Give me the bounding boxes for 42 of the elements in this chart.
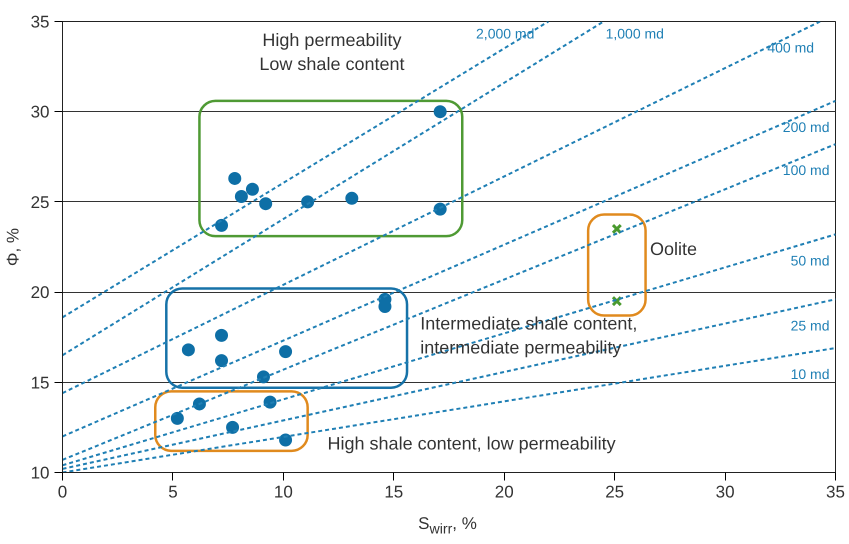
point: [345, 192, 358, 205]
point: [215, 328, 228, 342]
series-label: 200 md: [782, 118, 830, 135]
x-tick-label: 35: [826, 482, 845, 502]
point: [279, 345, 292, 358]
y-tick-label: 30: [30, 102, 50, 122]
y-tick-label: 35: [30, 12, 50, 32]
point: [215, 218, 228, 232]
x-tick-label: 0: [58, 482, 68, 502]
y-axis-title: Φ, %: [4, 228, 23, 266]
point: [279, 434, 292, 447]
point: [301, 195, 314, 208]
series-label: 50 md: [790, 252, 830, 268]
y-tick-label: 20: [30, 283, 50, 302]
series-label: 25 md: [790, 317, 830, 334]
series-label: 10 md: [790, 366, 830, 382]
point: [226, 420, 240, 434]
x-tick-label: 10: [274, 482, 293, 502]
point: [170, 412, 184, 425]
annotation: High shale content, low permeability: [328, 434, 616, 454]
x-axis-title: S$_{wirr}$, %: [417, 513, 478, 540]
y-tick-label: 15: [30, 373, 50, 392]
annotation: Oolite: [650, 238, 698, 259]
point: [434, 105, 447, 118]
x-tick-label: 30: [716, 482, 735, 502]
series-label: 1,000 md: [606, 26, 664, 42]
point: [182, 343, 195, 356]
x-tick-label: 5: [168, 482, 178, 502]
point: [215, 354, 228, 368]
point: [228, 172, 242, 185]
y-tick-label: 10: [30, 464, 50, 482]
point: [234, 190, 248, 203]
point: [259, 197, 272, 210]
annotation: High permeability Low shale content: [259, 30, 405, 74]
x-tick-label: 25: [605, 482, 624, 502]
point: [246, 182, 259, 196]
series-label: 100 md: [782, 162, 830, 178]
y-tick-label: 25: [30, 192, 50, 212]
x-tick-label: 20: [494, 482, 514, 502]
point: [611, 224, 622, 234]
series-label: 400 md: [767, 40, 814, 56]
x-tick-label: 15: [384, 482, 404, 502]
